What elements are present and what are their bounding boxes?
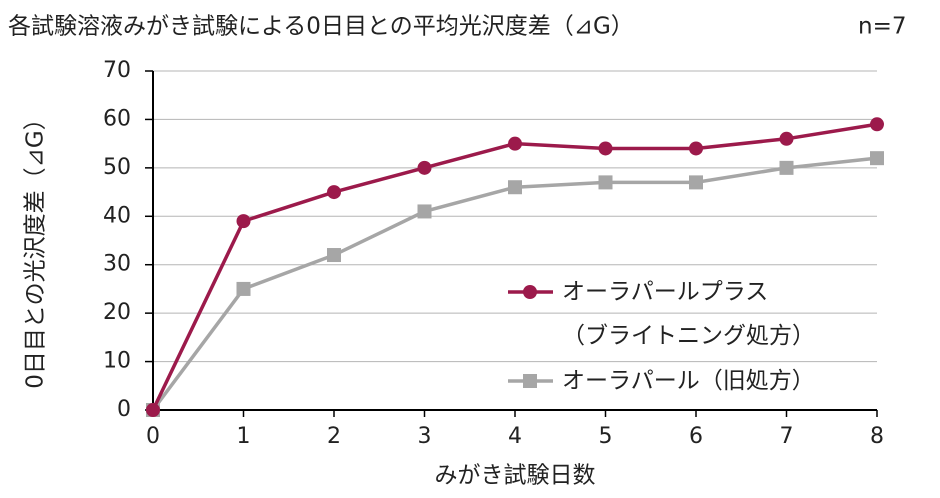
marker	[236, 214, 251, 229]
marker	[417, 204, 432, 219]
marker	[508, 180, 522, 195]
marker	[417, 160, 432, 175]
marker	[523, 285, 537, 299]
marker	[689, 141, 703, 156]
x-tick-label: 0	[146, 424, 160, 449]
legend-label: オーラパールプラス （ブライトニング処方）	[562, 279, 815, 349]
marker	[779, 160, 794, 175]
chart-title: 各試験溶液みがき試験による0日目との平均光沢度差（⊿G）	[8, 14, 634, 40]
y-tick-label: 30	[103, 252, 131, 277]
x-axis-label: みがき試験日数	[435, 463, 596, 489]
y-tick-label: 10	[103, 349, 131, 374]
marker	[689, 175, 703, 190]
x-tick-label: 8	[870, 424, 884, 449]
marker	[598, 175, 613, 190]
marker	[598, 141, 613, 156]
x-tick-label: 4	[508, 424, 522, 449]
x-tick-label: 5	[599, 424, 613, 449]
marker	[870, 151, 884, 166]
legend-label: オーラパール（旧処方）	[562, 368, 815, 394]
marker	[523, 374, 537, 388]
y-tick-label: 0	[117, 397, 131, 422]
y-axis-label: 0日目との光沢度差（⊿G）	[23, 107, 49, 389]
marker	[779, 131, 794, 146]
marker	[236, 281, 251, 296]
chart-subtitle: n=7	[858, 14, 906, 40]
x-tick-label: 6	[689, 424, 703, 449]
y-tick-label: 20	[103, 300, 131, 325]
y-tick-label: 40	[103, 203, 131, 228]
marker	[508, 136, 522, 151]
marker	[870, 117, 884, 132]
x-tick-label: 1	[237, 424, 251, 449]
y-tick-label: 60	[103, 106, 131, 131]
x-tick-label: 2	[327, 424, 341, 449]
marker	[327, 248, 341, 263]
marker	[327, 185, 341, 200]
y-tick-label: 70	[103, 58, 131, 83]
y-tick-label: 50	[103, 155, 131, 180]
marker	[146, 403, 160, 417]
x-tick-label: 3	[418, 424, 432, 449]
x-tick-label: 7	[780, 424, 794, 449]
